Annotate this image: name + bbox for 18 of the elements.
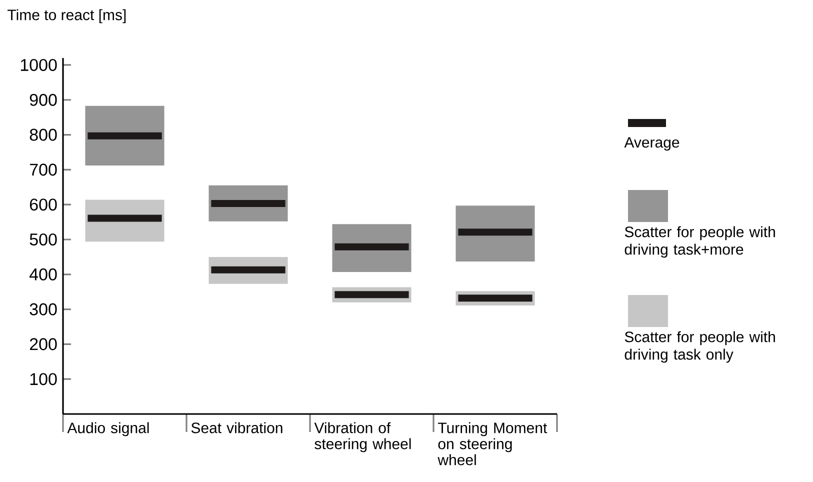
y-tick-label: 500 — [30, 233, 57, 246]
y-tick-label: 900 — [30, 94, 57, 106]
legend-label: Scatter for people with driving task only — [624, 331, 775, 363]
legend-label: Scatter for people with driving task+more — [624, 226, 775, 258]
x-tick-label: Vibration of steering wheel — [314, 422, 411, 452]
y-tick-label: 400 — [29, 268, 57, 280]
y-tick-label: 800 — [30, 128, 57, 141]
x-tick-label: Turning Moment on steering wheel — [438, 422, 548, 466]
y-tick-label: 200 — [30, 338, 57, 350]
y-tick-label: 600 — [30, 198, 57, 211]
text: Average — [624, 137, 680, 151]
y-tick-label: 700 — [30, 164, 57, 176]
y-tick-label: 1000 — [20, 58, 57, 72]
x-tick-label: Audio signal — [67, 422, 149, 436]
x-tick-label: Seat vibration — [191, 422, 282, 434]
y-tick-label: 300 — [30, 303, 57, 316]
y-axis-title: Time to react [ms] — [8, 9, 126, 24]
y-tick-label: 100 — [30, 373, 57, 386]
